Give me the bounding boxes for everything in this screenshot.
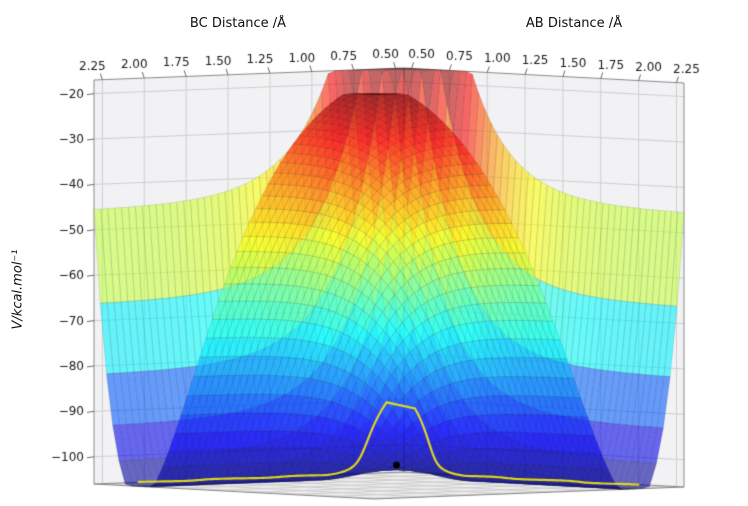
ab-axis-title: AB Distance /Å (525, 16, 623, 31)
bc-axis-title: BC Distance /Å (189, 16, 287, 31)
z-axis-title: V/kcal.mol⁻¹ (10, 249, 26, 330)
